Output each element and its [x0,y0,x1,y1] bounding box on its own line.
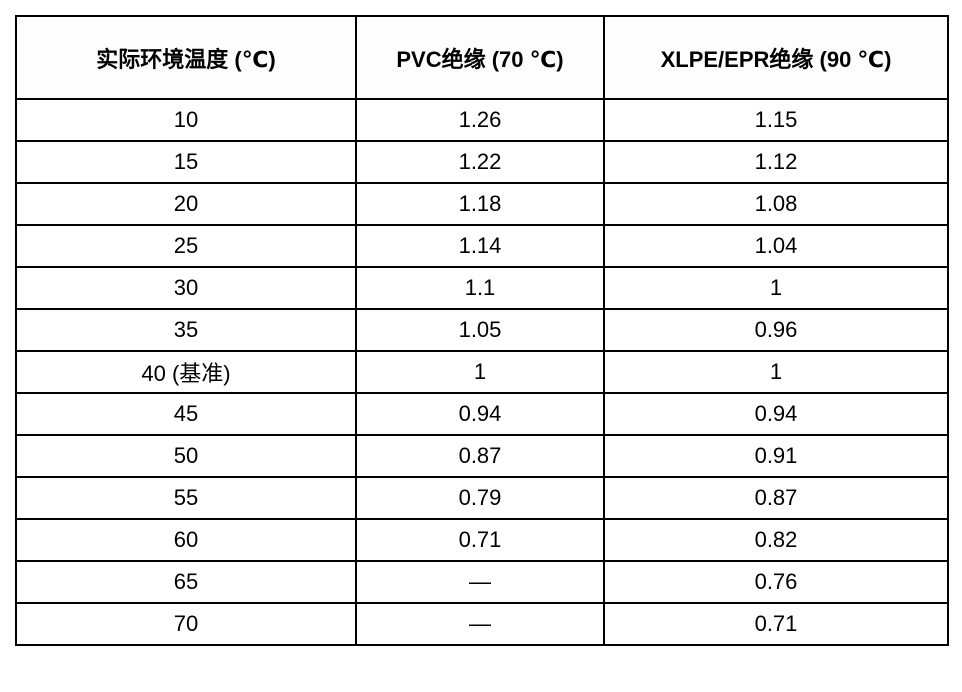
table-cell: 0.94 [355,392,605,436]
table-cell: 1.26 [355,98,605,142]
table-row: 60 0.71 0.82 [15,518,949,562]
table-cell: 1 [355,350,605,394]
table-cell: 60 [15,518,357,562]
table-cell: 1.05 [355,308,605,352]
table-cell: 40 (基准) [15,350,357,394]
table-cell: 0.87 [355,434,605,478]
table-row: 15 1.22 1.12 [15,140,949,184]
table-cell: 25 [15,224,357,268]
table-cell: 20 [15,182,357,226]
table-cell: — [355,602,605,646]
table-cell: 0.94 [603,392,949,436]
column-header-pvc-insulation: PVC绝缘 (70 ℃) [355,15,605,100]
table-cell: 70 [15,602,357,646]
table-row: 65—0.76 [15,560,949,604]
table-row: 50 0.87 0.91 [15,434,949,478]
table-row: 45 0.94 0.94 [15,392,949,436]
table-cell: 1.15 [603,98,949,142]
table-cell: 1 [603,266,949,310]
table-cell: 1.22 [355,140,605,184]
table-row: 20 1.18 1.08 [15,182,949,226]
table-cell: 0.96 [603,308,949,352]
column-header-xlpe-epr-insulation: XLPE/EPR绝缘 (90 ℃) [603,15,949,100]
table-cell: 0.71 [355,518,605,562]
table-cell: 55 [15,476,357,520]
table-cell: 0.71 [603,602,949,646]
temperature-correction-table: 实际环境温度 (℃) PVC绝缘 (70 ℃) XLPE/EPR绝缘 (90 ℃… [15,15,949,646]
table-cell: — [355,560,605,604]
table-cell: 1.1 [355,266,605,310]
table-row: 35 1.05 0.96 [15,308,949,352]
table-row: 55 0.79 0.87 [15,476,949,520]
table-row: 30 1.1 1 [15,266,949,310]
table-cell: 50 [15,434,357,478]
table-cell: 1 [603,350,949,394]
column-header-ambient-temperature: 实际环境温度 (℃) [15,15,357,100]
table-cell: 30 [15,266,357,310]
table-header-row: 实际环境温度 (℃) PVC绝缘 (70 ℃) XLPE/EPR绝缘 (90 ℃… [15,15,949,100]
table-cell: 0.91 [603,434,949,478]
table-cell: 1.12 [603,140,949,184]
table-cell: 10 [15,98,357,142]
table-cell: 0.76 [603,560,949,604]
table-cell: 45 [15,392,357,436]
table-cell: 1.04 [603,224,949,268]
table-cell: 0.79 [355,476,605,520]
table-cell: 35 [15,308,357,352]
table-row: 10 1.26 1.15 [15,98,949,142]
table-cell: 1.18 [355,182,605,226]
table-cell: 1.08 [603,182,949,226]
table-body: 10 1.26 1.15 15 1.22 1.12 20 1.18 1.08 25 1.14 1.04… [15,98,949,646]
table-cell: 15 [15,140,357,184]
table-cell: 0.87 [603,476,949,520]
table-row: 25 1.14 1.04 [15,224,949,268]
table-cell: 1.14 [355,224,605,268]
table-row: 70—0.71 [15,602,949,646]
table-cell: 65 [15,560,357,604]
table-row: 40 (基准) 1 1 [15,350,949,394]
table-cell: 0.82 [603,518,949,562]
